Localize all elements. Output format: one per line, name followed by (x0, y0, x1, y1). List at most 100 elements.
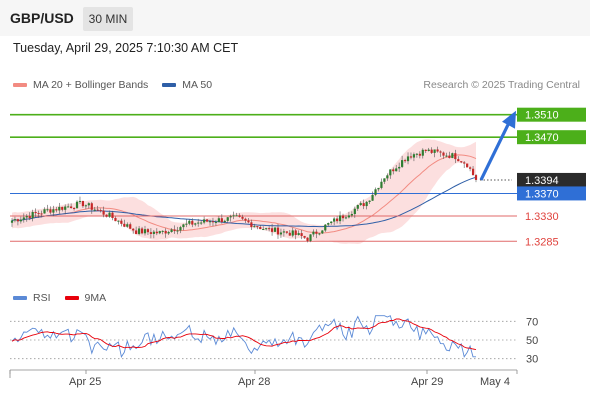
candle-body (291, 230, 294, 236)
candle-body (371, 194, 374, 201)
candle-body (135, 230, 138, 234)
candle-body (312, 231, 315, 235)
candle-body (211, 221, 215, 223)
candle-body (433, 149, 436, 153)
candle-body (392, 169, 395, 172)
candle-body (297, 233, 300, 235)
candle-body (238, 215, 241, 217)
candle-body (276, 227, 280, 235)
candle-body (61, 206, 64, 210)
candle-body (143, 229, 147, 234)
level-tag-bg (517, 186, 586, 201)
legend-ma50: MA 50 (162, 79, 212, 91)
level-tag-bg (517, 107, 586, 122)
candle-body (318, 233, 321, 235)
candle-body (31, 211, 34, 219)
candle-body (58, 206, 61, 211)
candle-body (285, 231, 288, 233)
legend-9ma-label: 9MA (84, 292, 107, 304)
candle-body (448, 155, 451, 159)
candle-body (102, 210, 105, 215)
timeframe-button[interactable]: 30 MIN (83, 7, 133, 31)
candle-body (247, 220, 250, 223)
candle-body (114, 217, 117, 222)
candle-body (427, 149, 430, 152)
candle-body (226, 217, 229, 221)
candle-body (235, 215, 238, 217)
candle-body (359, 203, 362, 205)
candle-body (146, 229, 150, 233)
level-label: 1.3394 (525, 175, 559, 187)
rsi-line (11, 315, 476, 358)
candle-body (279, 232, 283, 235)
candle-body (439, 151, 442, 153)
candle-body (182, 224, 185, 228)
candle-body (321, 230, 324, 234)
candle-body (457, 159, 460, 162)
candle-body (40, 213, 43, 215)
candle-body (10, 220, 14, 223)
candle-body (13, 219, 17, 221)
candle-body (25, 216, 28, 218)
currency-pair-title: GBP/USD (10, 10, 74, 26)
candle-body (466, 163, 469, 168)
candle-body (365, 201, 368, 207)
candle-body (217, 218, 220, 222)
legend-ma20: MA 20 + Bollinger Bands (13, 79, 148, 91)
bollinger-band (12, 139, 476, 244)
candle-body (188, 220, 191, 224)
candle-body (155, 231, 158, 234)
level-tag-bg (517, 130, 586, 145)
candle-body (22, 217, 25, 220)
candle-body (194, 223, 197, 225)
x-label-apr28: Apr 28 (238, 376, 271, 388)
candle-body (96, 209, 99, 211)
candle-body (324, 224, 327, 231)
x-label-may4: May 4 (480, 376, 510, 388)
candle-body (300, 233, 303, 236)
rsi-legend: RSI 9MA (13, 292, 120, 304)
candle-body (173, 229, 176, 232)
x-label-apr25: Apr 25 (69, 376, 102, 388)
candle-body (430, 149, 433, 153)
candle-body (380, 181, 383, 188)
candle-body (294, 230, 297, 235)
candle-body (214, 221, 218, 223)
candle-body (468, 167, 472, 169)
candle-body (176, 230, 179, 232)
candle-body (120, 220, 123, 224)
candle-body (335, 218, 339, 222)
candle-body (137, 228, 141, 234)
candle-body (99, 210, 102, 212)
legend-ma50-label: MA 50 (182, 79, 213, 91)
candle-body (126, 224, 129, 227)
candle-body (205, 219, 209, 222)
candle-body (395, 168, 398, 172)
candle-body (265, 228, 268, 230)
candle-body (344, 217, 348, 219)
candle-body (164, 230, 167, 234)
candle-body (93, 209, 96, 211)
rsi-tick-label: 50 (526, 335, 538, 347)
candle-body (463, 162, 466, 164)
candle-body (306, 237, 309, 241)
candle-body (389, 169, 392, 176)
candle-body (406, 156, 410, 162)
candle-body (117, 220, 120, 222)
candle-body (72, 207, 76, 209)
rsi-9ma-line (11, 318, 477, 351)
candle-body (303, 235, 306, 238)
candle-body (333, 218, 336, 222)
candle-body (442, 152, 445, 156)
ma20-line (11, 154, 477, 234)
candle-body (445, 155, 448, 157)
candle-body (70, 206, 73, 208)
candle-body (418, 153, 421, 156)
candle-body (208, 221, 212, 223)
level-label: 1.3285 (525, 236, 559, 248)
candle-body (353, 208, 356, 215)
candle-body (81, 200, 85, 207)
candle-body (161, 230, 164, 232)
candle-body (244, 218, 247, 221)
research-credit: Research © 2025 Trading Central (423, 79, 580, 91)
